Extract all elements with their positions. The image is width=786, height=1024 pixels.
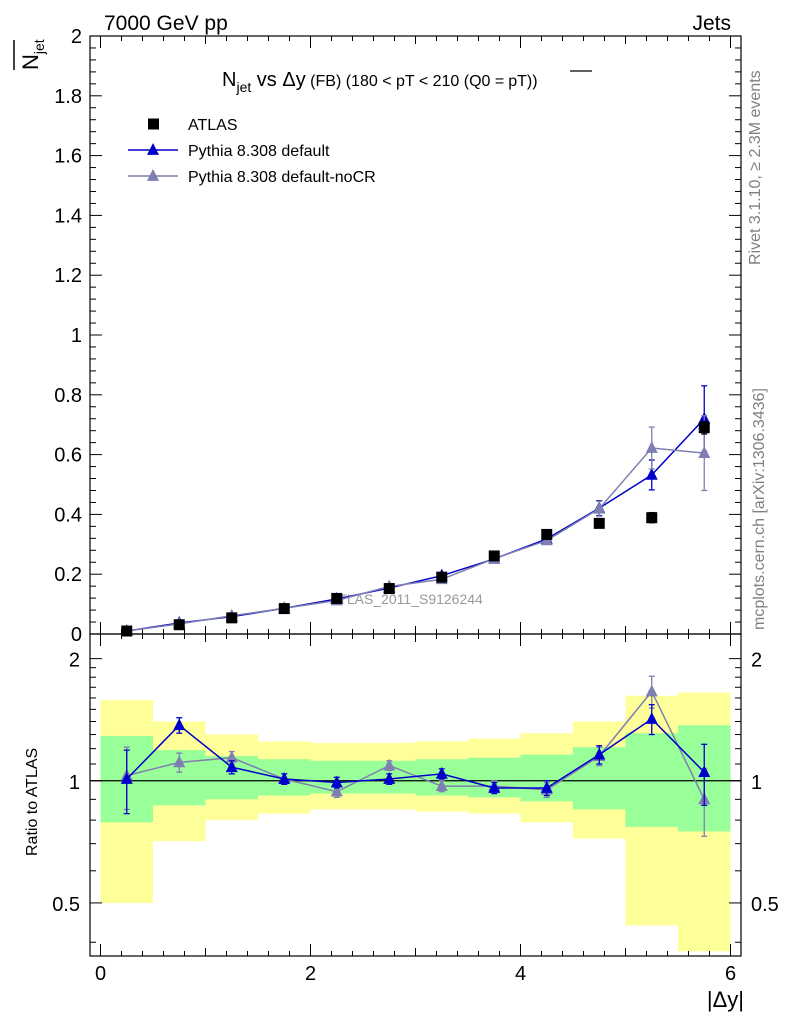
ratio-point xyxy=(435,766,448,779)
title-cut: (180 < pT < 210 (Q0 = xyxy=(341,73,504,90)
ratio-point xyxy=(330,775,343,788)
main-plot-title: Njet vs Δy (FB) (180 < pT < 210 (Q0 = pT)… xyxy=(222,69,538,95)
data-point xyxy=(331,592,343,604)
ratio-point xyxy=(330,784,343,797)
ratio-point xyxy=(383,758,396,771)
ratio-ytick-label: 1 xyxy=(69,772,80,794)
xtick-label: 4 xyxy=(515,963,526,985)
data-point xyxy=(436,571,448,583)
data-point xyxy=(226,612,238,624)
legend-item: Pythia 8.308 default xyxy=(128,142,330,160)
ratio-point xyxy=(435,779,448,792)
svg-text:Njet: Njet xyxy=(18,39,47,70)
series-atlas xyxy=(121,420,710,637)
ratio-point xyxy=(645,684,658,697)
ratio-ytick-label: 0.5 xyxy=(52,894,80,916)
data-point xyxy=(121,625,133,637)
main-ytick-label: 1.2 xyxy=(54,265,82,287)
main-y-axis-label: Njet xyxy=(13,39,47,70)
title-over: pT xyxy=(508,73,527,90)
title-close: )) xyxy=(527,73,538,90)
ratio-point xyxy=(540,780,553,793)
title-sub: jet xyxy=(235,79,251,95)
ratio-point xyxy=(225,750,238,763)
main-series-layer xyxy=(120,385,711,637)
analysis-watermark: ATLAS_2011_S9126244 xyxy=(330,591,483,607)
ratio-y-axis-label: Ratio to ATLAS xyxy=(24,748,41,856)
data-point xyxy=(278,603,290,615)
data-point xyxy=(593,501,606,514)
data-point xyxy=(645,467,658,480)
ratio-point xyxy=(488,780,501,793)
ratio-ytick-label-right: 1 xyxy=(751,772,762,794)
data-point xyxy=(698,446,711,458)
data-point xyxy=(698,422,710,434)
main-ytick-label: 0 xyxy=(71,624,82,646)
legend-item: Pythia 8.308 default-noCR xyxy=(128,168,376,186)
ratio-band-inner xyxy=(625,733,678,827)
main-ytick-label: 0.4 xyxy=(54,504,82,526)
data-point xyxy=(541,528,553,540)
legend-label: Pythia 8.308 default-noCR xyxy=(188,169,376,186)
ratio-point xyxy=(120,772,133,784)
title-tag: (FB) xyxy=(306,73,342,90)
ratio-ytick-label-right: 0.5 xyxy=(751,894,779,916)
ratio-point xyxy=(383,772,396,784)
main-ytick-label: 1 xyxy=(71,325,82,347)
rivet-version-label: Rivet 3.1.10, ≥ 2.3M events xyxy=(747,70,764,265)
main-ytick-label: 1.6 xyxy=(54,146,82,168)
title-rest: vs Δy xyxy=(251,69,305,91)
ratio-axis-ticks: 0.5 0.5 1 1 2 2 0 2 4 6 xyxy=(52,634,779,985)
data-point xyxy=(645,441,658,453)
process-label: Jets xyxy=(692,12,731,35)
ratio-point xyxy=(278,772,291,784)
legend-marker xyxy=(148,118,159,130)
ratio-point xyxy=(698,765,711,778)
legend-marker xyxy=(147,142,159,155)
ratio-series-pythia-8-308-default xyxy=(120,704,711,815)
ratio-series-layer xyxy=(120,675,711,837)
xtick-label: 2 xyxy=(305,963,316,985)
ratio-line xyxy=(126,718,705,789)
main-ytick-label: 0.6 xyxy=(54,445,82,467)
legend-label: ATLAS xyxy=(188,117,238,134)
ratio-point xyxy=(645,711,658,724)
energy-label: 7000 GeV pp xyxy=(104,12,228,35)
xtick-label: 6 xyxy=(725,963,736,985)
main-ytick-label: 1.4 xyxy=(54,205,82,227)
ratio-point xyxy=(225,760,238,773)
series-line xyxy=(126,447,705,632)
legend-marker xyxy=(147,168,159,181)
title-n: N xyxy=(222,69,236,91)
main-ytick-label: 2 xyxy=(71,26,82,48)
legend: ATLAS Pythia 8.308 default Pythia 8.308 de… xyxy=(128,117,376,186)
ratio-point xyxy=(593,747,606,760)
x-axis-label: |Δy| xyxy=(707,987,744,1012)
ratio-point xyxy=(173,755,186,768)
data-point xyxy=(173,619,185,631)
main-axis-ticks: 0 0.2 0.4 0.6 0.8 1 1.2 1.4 1.6 1.8 2 xyxy=(54,26,741,646)
ratio-ytick-label-right: 2 xyxy=(751,650,762,672)
data-point xyxy=(488,550,500,562)
main-ytick-label: 0.2 xyxy=(54,564,82,586)
legend-item: ATLAS xyxy=(148,117,238,134)
ratio-point xyxy=(173,718,186,731)
ratio-plot-frame xyxy=(89,633,742,957)
data-point xyxy=(646,512,658,524)
data-point xyxy=(593,517,605,529)
main-ytick-label: 0.8 xyxy=(54,385,82,407)
xtick-label: 0 xyxy=(95,963,106,985)
main-ytick-label: 1.8 xyxy=(54,86,82,108)
ratio-ytick-label: 2 xyxy=(69,650,80,672)
legend-label: Pythia 8.308 default xyxy=(188,143,330,160)
mcplots-label: mcplots.cern.ch [arXiv:1306.3436] xyxy=(751,388,768,630)
data-point xyxy=(383,583,395,595)
